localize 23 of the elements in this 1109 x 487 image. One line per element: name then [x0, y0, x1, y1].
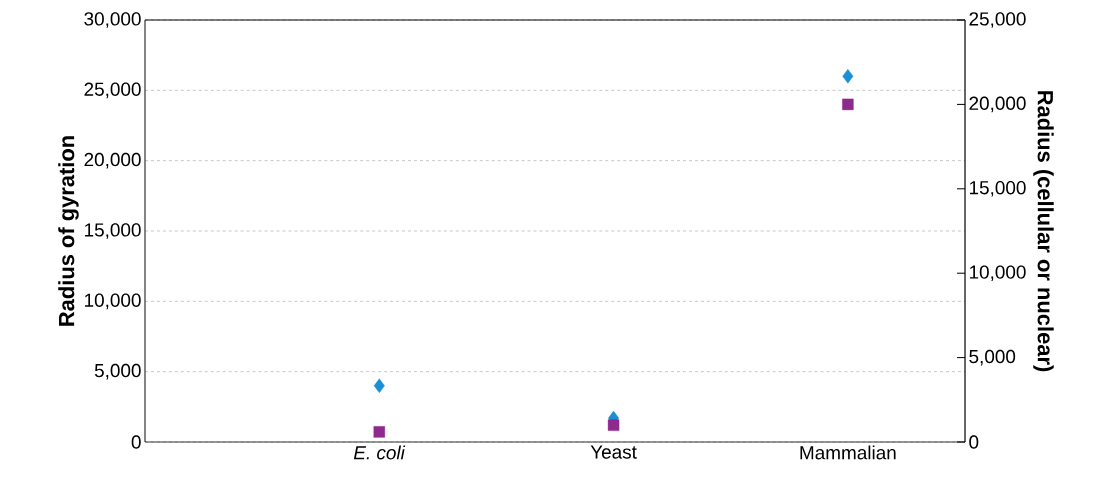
y-axis-title: Radius of gyration [58, 136, 79, 326]
y2-tick-label: 15,000 [969, 180, 1026, 197]
y2-axis-title: Radius (cellular or nuclear) [1033, 91, 1054, 372]
y-tick-label: 0 [131, 435, 141, 449]
point [842, 69, 854, 84]
x-tick-label: Yeast [590, 445, 637, 459]
y-tick-label: 25,000 [84, 82, 141, 99]
point [607, 419, 620, 431]
y-tick-label: 30,000 [84, 12, 141, 28]
x-tick-label: Mammalian [800, 445, 896, 460]
point [373, 426, 385, 438]
y-tick-label: 5,000 [94, 363, 141, 380]
y-tick-label: 10,000 [85, 293, 141, 310]
y2-tick-label: 20,000 [969, 96, 1026, 113]
y2-tick-label: 25,000 [969, 12, 1026, 28]
x-tick-label: E. coli [353, 445, 406, 460]
y-tick-label: 20,000 [84, 152, 141, 169]
point [373, 378, 385, 393]
point [842, 98, 854, 111]
y2-tick-label: 0 [969, 435, 979, 449]
y2-tick-label: 10,000 [969, 265, 1026, 282]
y2-tick-label: 5,000 [969, 349, 1016, 366]
y-tick-label: 15,000 [85, 223, 141, 239]
